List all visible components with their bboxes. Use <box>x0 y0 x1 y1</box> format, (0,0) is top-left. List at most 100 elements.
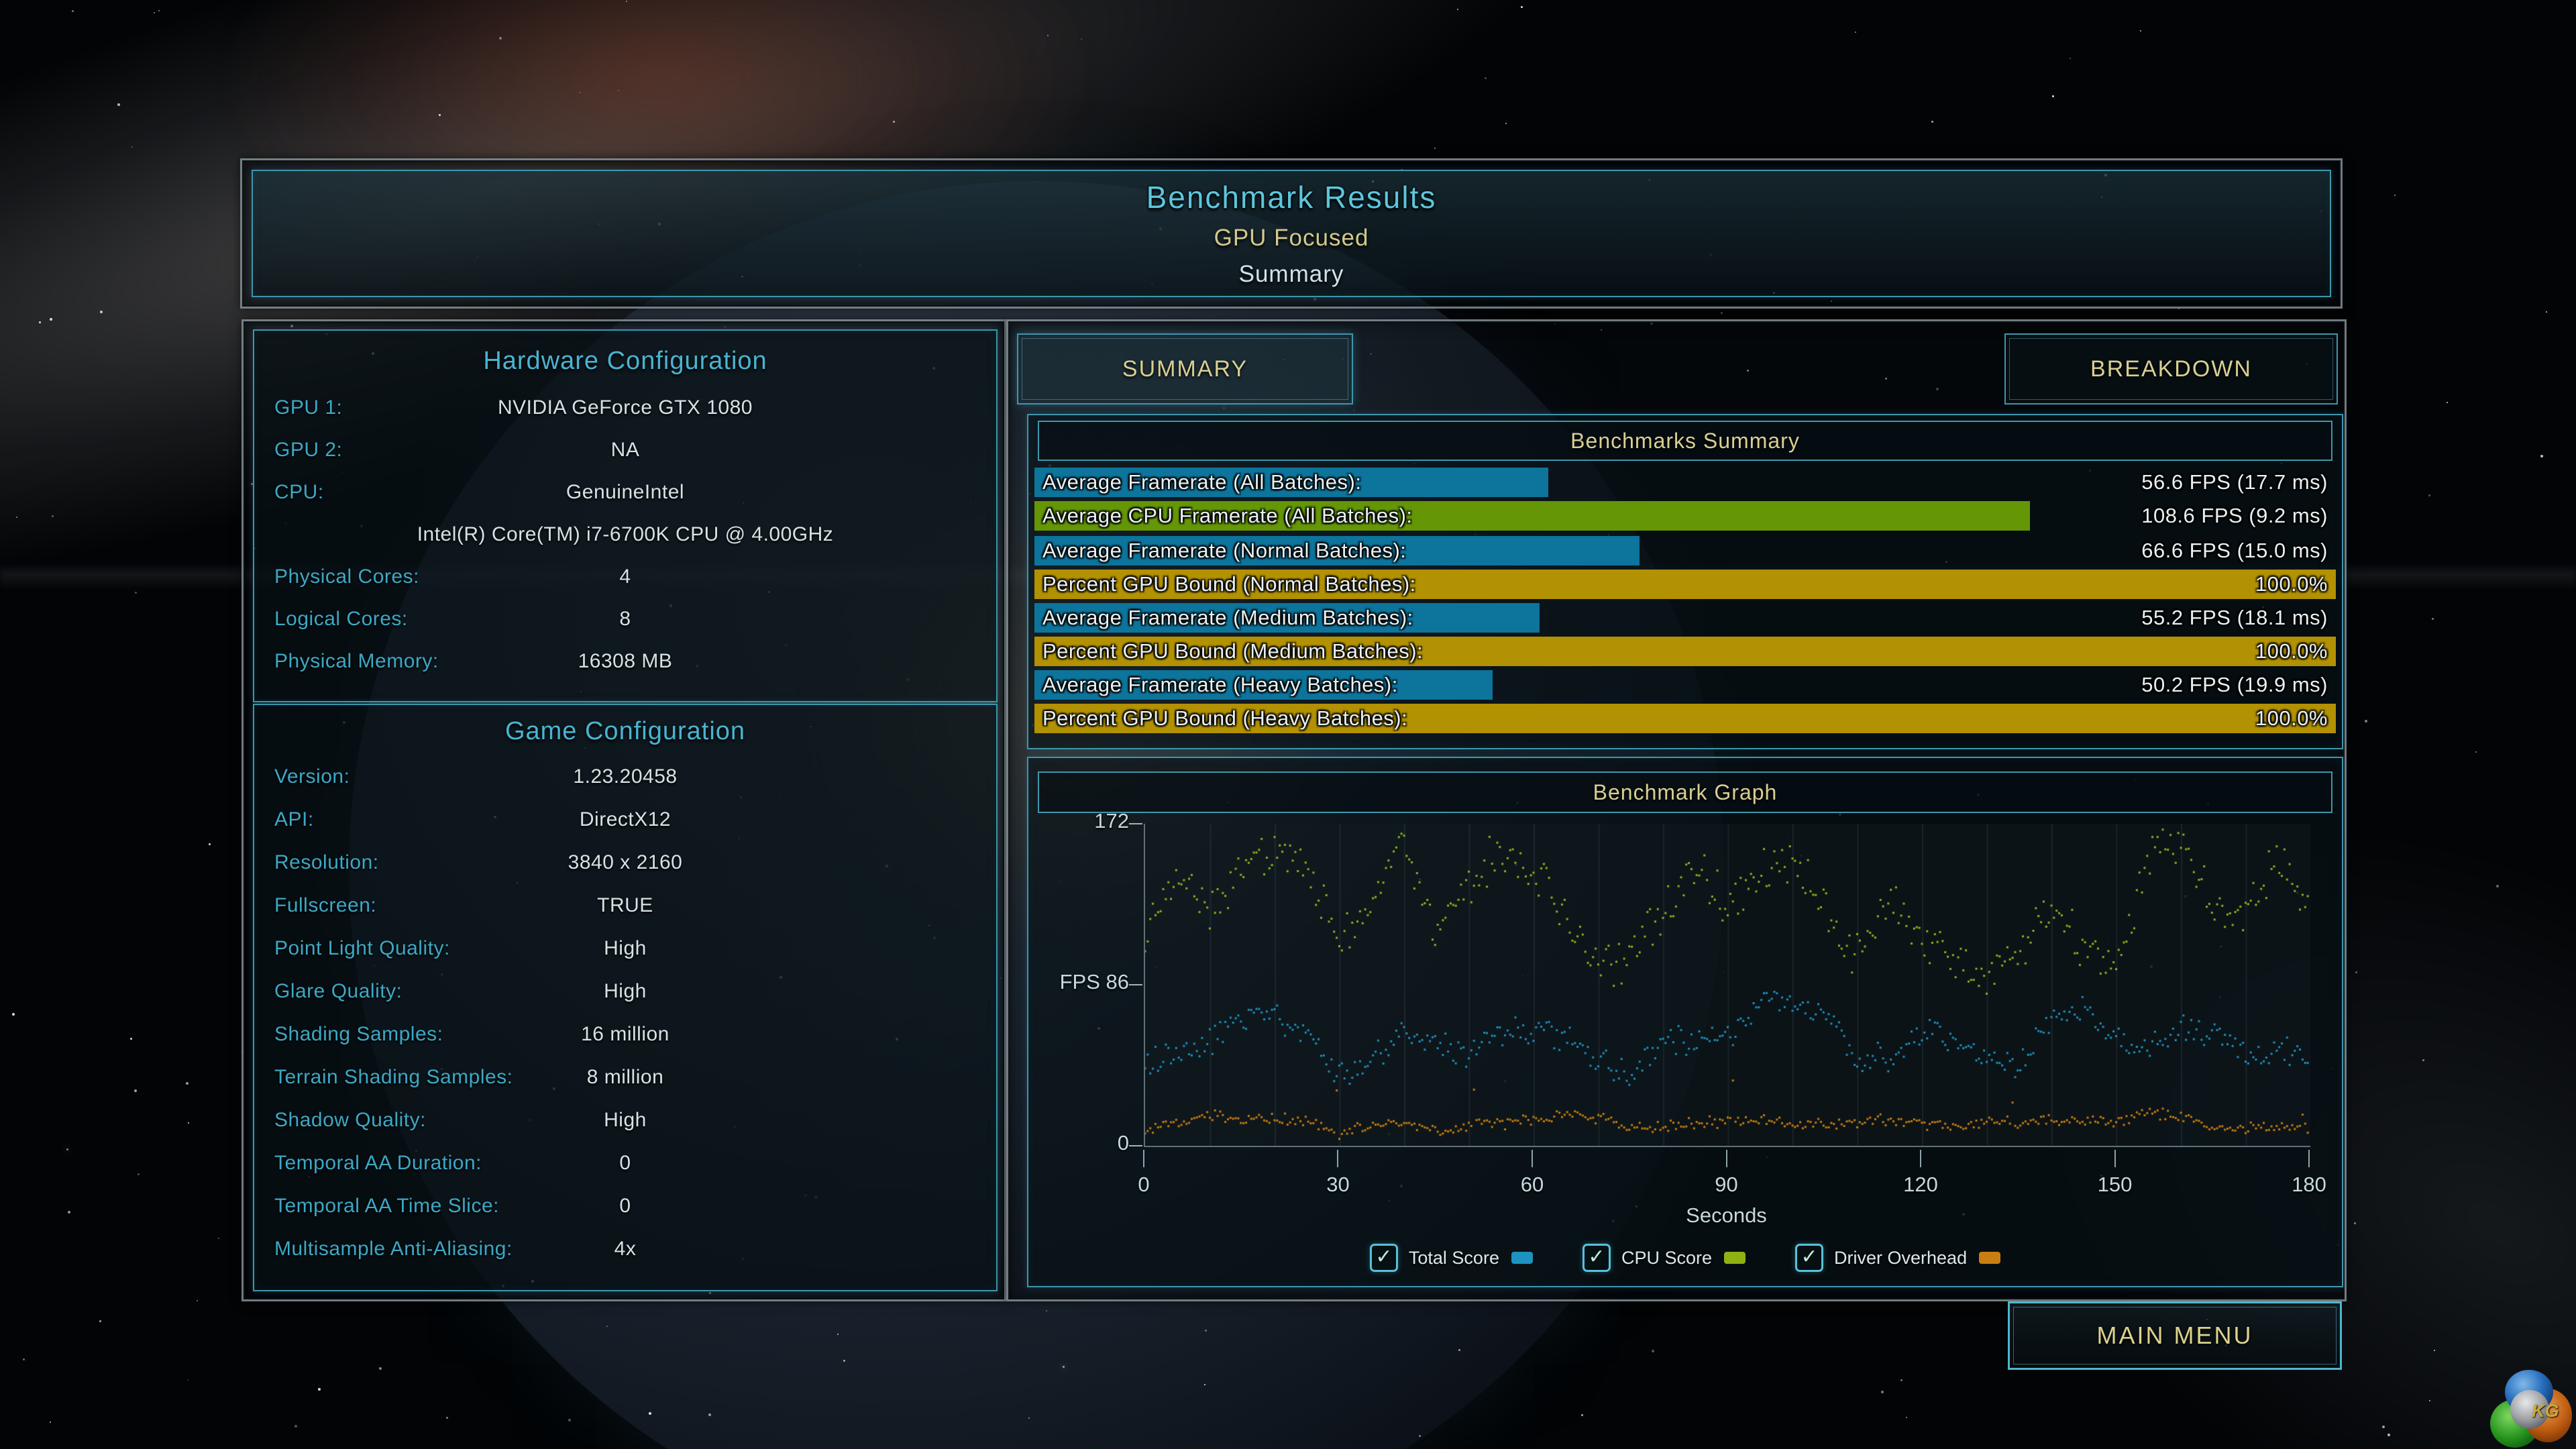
legend-checkbox-total-score[interactable]: ✓ <box>1369 1244 1398 1272</box>
star <box>1046 1310 1047 1311</box>
benchmark-result-row: Average Framerate (Heavy Batches): 50.2 F… <box>1034 670 2336 700</box>
star <box>135 592 137 594</box>
benchmarks-summary-box: Benchmarks Summary Average Framerate (Al… <box>1027 414 2343 749</box>
x-tick-mark <box>2114 1150 2116 1167</box>
star <box>2422 1059 2424 1061</box>
main-menu-button[interactable]: MAIN MENU <box>2008 1301 2342 1370</box>
hardware-row-label: Logical Cores: <box>274 607 408 630</box>
game-row: Terrain Shading Samples: 8 million <box>254 1056 996 1099</box>
title-inner-box: Benchmark Results GPU Focused Summary <box>252 170 2331 297</box>
star <box>606 1326 608 1327</box>
benchmark-preset-label: GPU Focused <box>1214 225 1369 251</box>
benchmark-result-row: Percent GPU Bound (Heavy Batches): 100.0% <box>1034 704 2336 733</box>
result-row-value: 56.6 FPS (17.7 ms) <box>2141 470 2328 494</box>
benchmark-scatter-canvas <box>1145 824 2310 1146</box>
hardware-row-value: 16308 MB <box>578 649 673 672</box>
game-row-value: 1.23.20458 <box>573 765 678 788</box>
game-row-label: Fullscreen: <box>274 894 377 916</box>
star <box>2394 195 2396 196</box>
result-bar-blue <box>1034 670 1493 700</box>
star <box>188 1122 189 1124</box>
game-row: Shadow Quality: High <box>254 1099 996 1142</box>
game-row: API: DirectX12 <box>254 798 996 841</box>
legend-checkbox-driver-overhead[interactable]: ✓ <box>1795 1244 1824 1272</box>
result-row-label: Percent GPU Bound (Normal Batches): <box>1042 572 1416 596</box>
x-tick-mark <box>1725 1150 1727 1167</box>
result-row-label: Average Framerate (Medium Batches): <box>1042 606 1413 629</box>
result-row-value: 108.6 FPS (9.2 ms) <box>2141 504 2328 527</box>
star <box>39 321 41 323</box>
legend-label: Total Score <box>1408 1247 1499 1268</box>
star <box>626 1 627 2</box>
y-tick-mid <box>1129 984 1142 985</box>
hardware-row-value: Intel(R) Core(TM) i7-6700K CPU @ 4.00GHz <box>417 523 834 545</box>
star <box>187 1379 189 1381</box>
legend-checkbox-cpu-score[interactable]: ✓ <box>1582 1244 1611 1272</box>
game-row-label: Temporal AA Duration: <box>274 1152 482 1174</box>
star <box>2447 402 2448 403</box>
star <box>290 325 293 327</box>
result-row-label: Average CPU Framerate (All Batches): <box>1042 504 1413 527</box>
tab-summary[interactable]: SUMMARY <box>1017 333 1353 405</box>
x-tick-mark <box>1143 1150 1144 1167</box>
star <box>52 515 54 517</box>
benchmark-result-row: Average Framerate (All Batches): 56.6 FPS… <box>1034 468 2336 497</box>
star <box>1881 1391 1884 1393</box>
star <box>72 10 74 12</box>
star <box>66 1148 68 1150</box>
star <box>130 1038 132 1040</box>
game-row-label: API: <box>274 808 314 830</box>
hardware-row: Physical Memory: 16308 MB <box>254 640 996 682</box>
star <box>499 37 502 40</box>
x-axis-ticks: 0 30 60 90 120 150 180 <box>1138 1150 2326 1224</box>
star <box>1505 123 1507 124</box>
result-bar-blue <box>1034 603 1540 633</box>
game-row: Temporal AA Duration: 0 <box>254 1142 996 1185</box>
y-axis-max-label: 172 <box>1094 809 1129 833</box>
star <box>2434 1350 2435 1351</box>
game-row-value: 8 million <box>586 1066 664 1088</box>
star <box>1855 32 1856 33</box>
star <box>1831 301 1832 302</box>
star <box>16 517 17 518</box>
star <box>2428 494 2430 496</box>
star <box>2387 1434 2390 1436</box>
game-row-value: 4x <box>614 1238 637 1260</box>
star <box>2429 1400 2430 1401</box>
result-bar-blue <box>1034 468 1549 497</box>
hardware-row: Logical Cores: 8 <box>254 598 996 640</box>
tab-summary-label: SUMMARY <box>1122 356 1248 382</box>
hardware-row: GPU 1: NVIDIA GeForce GTX 1080 <box>254 386 996 429</box>
result-bar-gold <box>1034 570 2336 599</box>
star <box>893 121 895 123</box>
hardware-row-label: Physical Cores: <box>274 565 419 588</box>
star <box>50 1421 51 1423</box>
star <box>1063 1366 1065 1368</box>
legend-item: ✓ CPU Score <box>1582 1244 1746 1272</box>
star <box>1931 121 1933 123</box>
star <box>209 843 211 845</box>
star <box>2496 885 2499 888</box>
star <box>186 1082 189 1085</box>
star <box>724 326 726 327</box>
game-configuration-box: Game Configuration Version: 1.23.20458 API… <box>253 704 998 1291</box>
tab-breakdown[interactable]: BREAKDOWN <box>2004 333 2338 405</box>
hardware-row-value: NA <box>610 438 640 461</box>
star <box>837 1334 839 1335</box>
hardware-row: Physical Cores: 4 <box>254 555 996 598</box>
game-row-label: Terrain Shading Samples: <box>274 1066 513 1088</box>
star <box>2354 1222 2356 1224</box>
star <box>843 1360 845 1362</box>
result-row-value: 100.0% <box>2255 639 2328 663</box>
hardware-row-label: CPU: <box>274 480 324 503</box>
hardware-configuration-rows: GPU 1: NVIDIA GeForce GTX 1080 GPU 2: NA CPU… <box>254 386 996 682</box>
hardware-row-value: GenuineIntel <box>566 480 685 503</box>
game-row-label: Version: <box>274 765 350 788</box>
game-row-value: 3840 x 2160 <box>568 851 683 873</box>
star <box>100 311 103 313</box>
game-row-label: Temporal AA Time Slice: <box>274 1195 499 1217</box>
configuration-panel: Hardware Configuration GPU 1: NVIDIA GeFo… <box>241 319 1006 1301</box>
benchmarks-summary-rows: Average Framerate (All Batches): 56.6 FPS… <box>1034 468 2336 737</box>
hardware-configuration-heading: Hardware Configuration <box>483 347 767 375</box>
